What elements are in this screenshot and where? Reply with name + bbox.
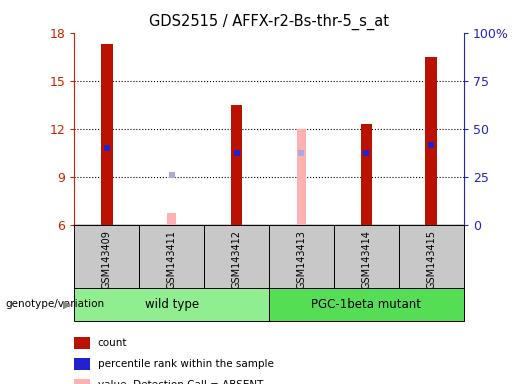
Text: GSM143415: GSM143415: [426, 230, 436, 289]
Bar: [101, 44, 112, 225]
Bar: [399, 225, 464, 288]
Bar: [360, 124, 372, 225]
Text: percentile rank within the sample: percentile rank within the sample: [98, 359, 273, 369]
Text: wild type: wild type: [145, 298, 199, 311]
Title: GDS2515 / AFFX-r2-Bs-thr-5_s_at: GDS2515 / AFFX-r2-Bs-thr-5_s_at: [149, 14, 389, 30]
Bar: [204, 225, 269, 288]
Bar: [297, 129, 306, 225]
Bar: [139, 225, 204, 288]
Text: ▶: ▶: [63, 299, 72, 310]
Bar: [74, 358, 90, 370]
Text: genotype/variation: genotype/variation: [5, 299, 104, 310]
Bar: [74, 337, 90, 349]
Text: count: count: [98, 338, 127, 348]
Text: value, Detection Call = ABSENT: value, Detection Call = ABSENT: [98, 380, 263, 384]
Text: PGC-1beta mutant: PGC-1beta mutant: [311, 298, 421, 311]
Text: GSM143413: GSM143413: [296, 230, 306, 289]
Bar: [426, 57, 437, 225]
Bar: [269, 225, 334, 288]
Bar: [269, 288, 464, 321]
Bar: [74, 288, 269, 321]
Text: GSM143412: GSM143412: [232, 230, 242, 289]
Bar: [74, 225, 139, 288]
Bar: [167, 214, 176, 225]
Bar: [74, 379, 90, 384]
Bar: [334, 225, 399, 288]
Bar: [231, 105, 242, 225]
Text: GSM143414: GSM143414: [361, 230, 372, 289]
Text: GSM143409: GSM143409: [102, 230, 112, 289]
Text: GSM143411: GSM143411: [166, 230, 176, 289]
